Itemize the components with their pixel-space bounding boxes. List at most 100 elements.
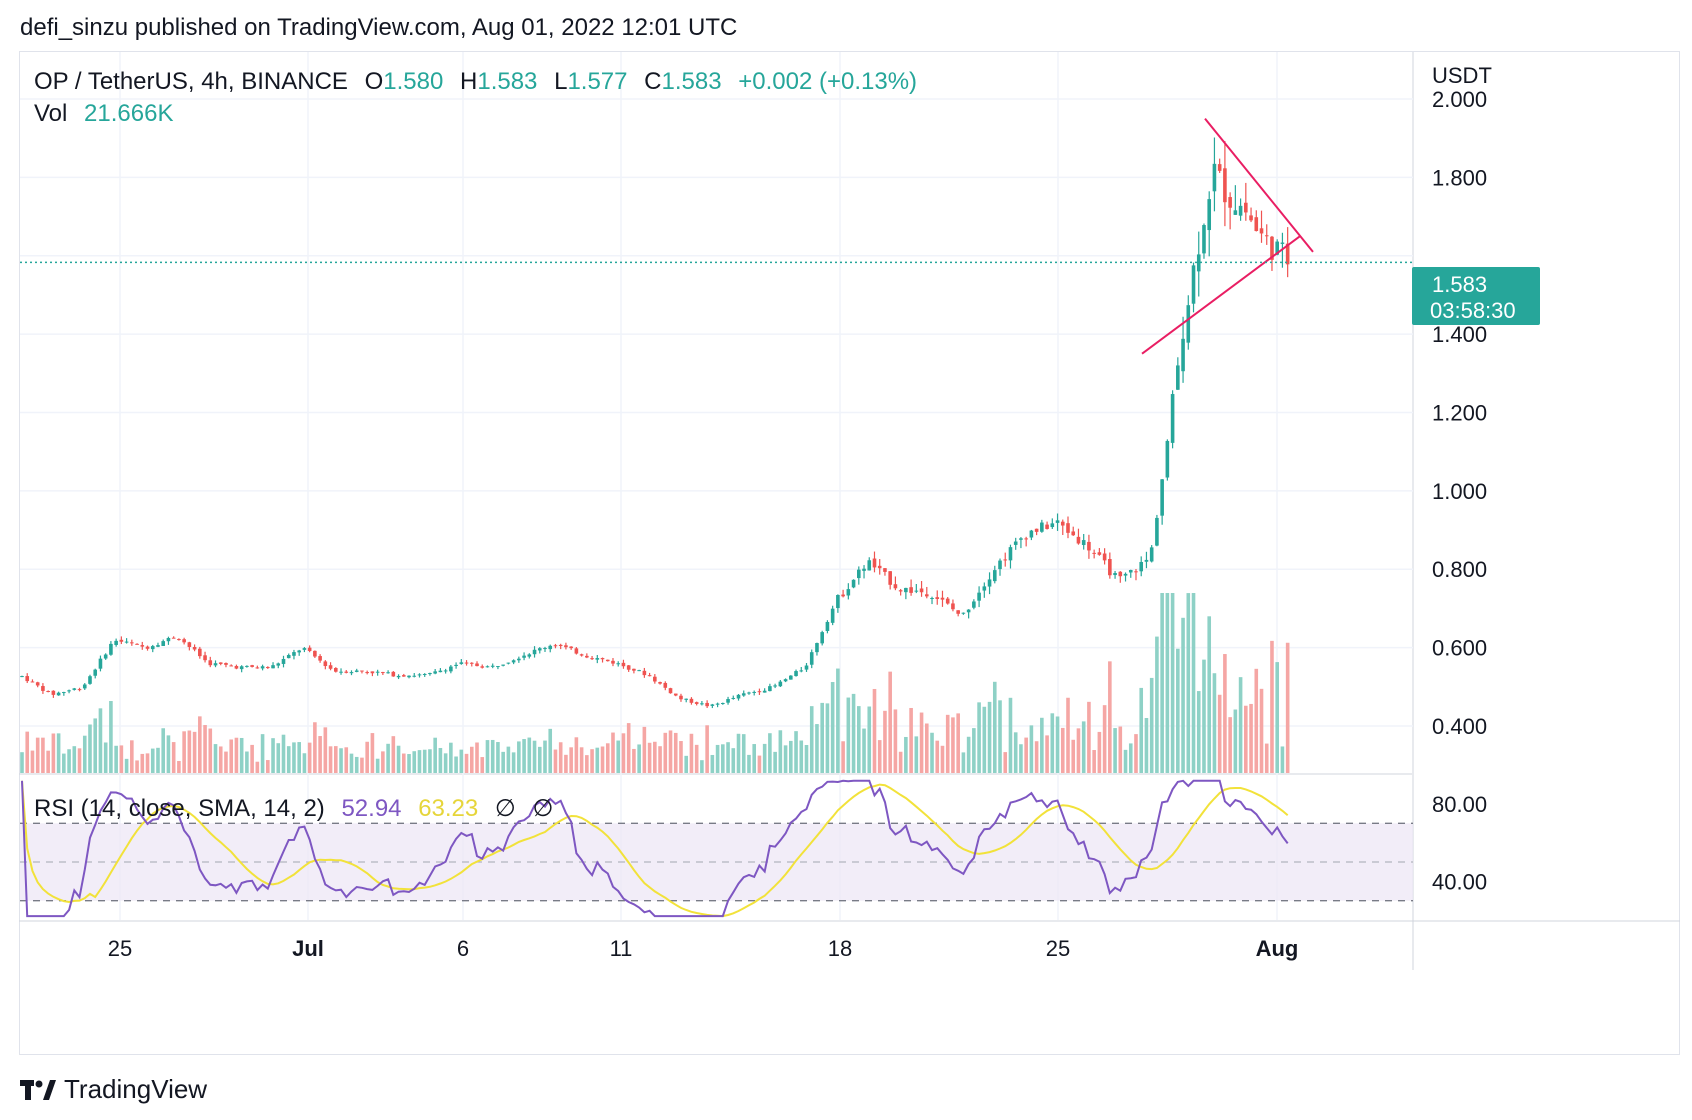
volume-bar <box>992 681 997 773</box>
volume-bar <box>1113 728 1117 773</box>
candle-body <box>114 640 118 645</box>
volume-bar <box>517 741 521 773</box>
volume-bar <box>914 736 919 773</box>
volume-bar <box>757 755 762 773</box>
volume-bar <box>1102 705 1107 773</box>
volume-bar <box>511 752 516 773</box>
candle-body <box>501 664 505 666</box>
rsi-value: 52.94 <box>341 795 402 822</box>
candle-body <box>768 686 772 692</box>
current-price-label: 1.583 <box>1432 272 1487 297</box>
volume-bar <box>1071 739 1076 773</box>
candle-body <box>1249 215 1253 221</box>
volume-bar <box>684 755 689 773</box>
candle-body <box>140 645 145 647</box>
candle-body <box>103 654 108 659</box>
volume-bar <box>119 745 124 773</box>
symbol-legend[interactable]: OP / TetherUS, 4h, BINANCE O1.580 H1.583… <box>34 68 917 96</box>
volume-bar <box>527 737 532 773</box>
volume-bar <box>1186 593 1191 773</box>
rsi-legend[interactable]: RSI (14, close, SMA, 14, 2) 52.94 63.23 … <box>34 794 553 823</box>
volume-bar <box>605 743 610 773</box>
volume-bar <box>171 742 176 773</box>
candle-body <box>313 650 317 657</box>
candle-body <box>292 652 296 656</box>
candle-body <box>951 603 955 610</box>
price-tick-label: 0.800 <box>1432 557 1487 582</box>
volume-bar <box>883 710 887 773</box>
volume-bar <box>846 697 851 773</box>
volume-bar <box>218 746 223 773</box>
volume-bar <box>909 707 913 773</box>
candle-body <box>1097 552 1102 555</box>
volume-bar <box>830 682 835 773</box>
candle-body <box>945 598 950 604</box>
candle-body <box>218 662 223 664</box>
candle-body <box>135 643 139 645</box>
candle-body <box>407 675 411 678</box>
candle-body <box>1060 521 1065 526</box>
volume-bar <box>20 752 24 773</box>
tradingview-logo[interactable]: TradingView <box>20 1074 207 1105</box>
candle-body <box>548 645 553 650</box>
candle-body <box>1123 573 1128 576</box>
candle-body <box>804 665 809 670</box>
candle-body <box>930 598 934 600</box>
volume-bar <box>88 724 92 773</box>
candle-body <box>171 637 176 639</box>
candle-body <box>752 691 756 693</box>
high-label: H <box>460 68 478 95</box>
candle-body <box>820 632 824 644</box>
volume-bar <box>344 747 349 773</box>
candle-body <box>1280 242 1285 244</box>
candle-body <box>1003 559 1008 561</box>
volume-bar <box>239 737 244 773</box>
volume-bar <box>841 741 845 773</box>
candle-body <box>297 650 301 653</box>
high-value: 1.583 <box>477 68 538 95</box>
volume-bar <box>391 736 396 773</box>
candle-body <box>558 644 563 647</box>
candle-body <box>1050 523 1055 528</box>
candle-body <box>318 656 322 661</box>
candle-body <box>433 671 437 674</box>
volume-bar <box>109 701 113 773</box>
volume-bar <box>924 723 929 773</box>
candle-body <box>689 698 694 703</box>
volume-bar <box>271 738 275 773</box>
volume-bar <box>1244 705 1248 773</box>
volume-bar <box>1254 668 1259 773</box>
volume-bar <box>987 701 992 773</box>
volume-bar <box>496 742 500 773</box>
candle-body <box>1165 440 1170 478</box>
candle-body <box>260 666 265 669</box>
volume-bar <box>1108 661 1112 773</box>
candle-body <box>1081 540 1086 546</box>
volume-bar <box>700 760 704 773</box>
candle-body <box>517 658 521 661</box>
volume-bar <box>904 736 908 773</box>
price-tick-label: 1.000 <box>1432 479 1487 504</box>
candle-body <box>888 571 892 585</box>
candle-body <box>130 642 134 644</box>
symbol-label: OP / TetherUS, 4h, BINANCE <box>34 68 348 95</box>
candle-body <box>381 672 385 674</box>
candle-body <box>192 646 197 650</box>
candle-body <box>653 676 657 682</box>
candle-body <box>475 663 479 667</box>
candle-body <box>1270 236 1274 260</box>
candle-body <box>349 672 354 674</box>
candle-body <box>851 579 856 588</box>
volume-bar <box>564 754 568 773</box>
time-tick-label: 18 <box>828 936 852 961</box>
volume-bar <box>401 753 406 773</box>
candle-body <box>82 684 87 689</box>
volume-bar <box>1024 737 1028 773</box>
volume-bar <box>103 742 108 773</box>
volume-legend[interactable]: Vol 21.666K <box>34 100 173 128</box>
volume-bar <box>773 751 777 773</box>
volume-bar <box>721 744 725 773</box>
volume-bar <box>637 744 641 773</box>
candle-body <box>590 658 594 660</box>
